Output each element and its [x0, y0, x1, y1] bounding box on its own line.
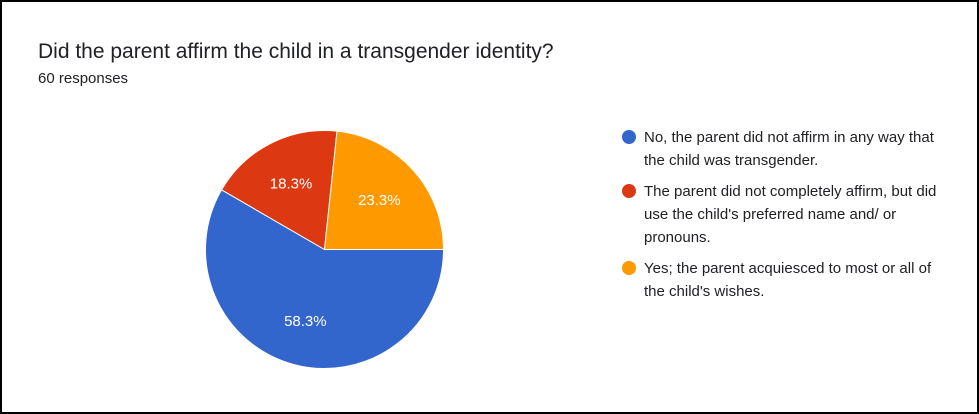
pie-slice-label-partial-affirm: 18.3%: [270, 176, 313, 193]
legend-swatch: [622, 130, 636, 144]
pie-slice-label-no-affirm: 58.3%: [284, 313, 327, 330]
legend-swatch: [622, 261, 636, 275]
legend: No, the parent did not affirm in any way…: [622, 126, 952, 311]
pie-slice-no-affirm: [205, 189, 445, 369]
legend-swatch: [622, 184, 636, 198]
chart-title: Did the parent affirm the child in a tra…: [38, 40, 554, 63]
legend-item-acquiesced: Yes; the parent acquiesced to most or al…: [622, 257, 952, 303]
legend-label: No, the parent did not affirm in any way…: [644, 129, 934, 169]
pie-slice-acquiesced: [323, 130, 445, 250]
pie-slice-partial-affirm: [220, 130, 338, 251]
legend-label: Yes; the parent acquiesced to most or al…: [644, 260, 932, 300]
pie-chart: 58.3% 18.3% 23.3%: [205, 130, 445, 369]
legend-item-partial-affirm: The parent did not completely affirm, bu…: [622, 180, 952, 249]
legend-label: The parent did not completely affirm, bu…: [644, 183, 937, 246]
legend-item-no-affirm: No, the parent did not affirm in any way…: [622, 126, 952, 172]
response-count: 60 responses: [38, 70, 129, 87]
pie-slice-label-acquiesced: 23.3%: [358, 192, 401, 209]
